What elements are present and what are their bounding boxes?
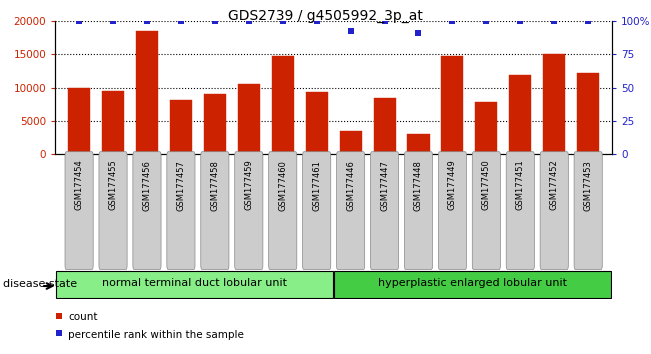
Bar <box>170 100 192 154</box>
Bar <box>271 56 294 154</box>
Point <box>346 28 356 33</box>
Bar <box>204 93 226 154</box>
Bar <box>374 98 396 154</box>
Point <box>413 30 424 36</box>
Bar <box>305 92 327 154</box>
Text: GSM177458: GSM177458 <box>210 160 219 211</box>
Bar <box>543 54 565 154</box>
FancyBboxPatch shape <box>574 152 602 269</box>
FancyBboxPatch shape <box>540 152 568 269</box>
FancyBboxPatch shape <box>472 152 501 269</box>
Bar <box>509 75 531 154</box>
FancyBboxPatch shape <box>404 152 432 269</box>
FancyBboxPatch shape <box>337 152 365 269</box>
Text: GSM177450: GSM177450 <box>482 160 491 210</box>
Text: GSM177454: GSM177454 <box>75 160 83 210</box>
Text: hyperplastic enlarged lobular unit: hyperplastic enlarged lobular unit <box>378 279 567 289</box>
Text: GSM177447: GSM177447 <box>380 160 389 211</box>
Text: GSM177452: GSM177452 <box>549 160 559 210</box>
Point <box>277 18 288 24</box>
FancyBboxPatch shape <box>56 270 333 298</box>
FancyBboxPatch shape <box>334 270 611 298</box>
Text: GSM177456: GSM177456 <box>143 160 152 211</box>
Point <box>583 18 594 24</box>
Text: GSM177460: GSM177460 <box>278 160 287 211</box>
Text: normal terminal duct lobular unit: normal terminal duct lobular unit <box>102 279 287 289</box>
Point <box>549 18 559 24</box>
FancyBboxPatch shape <box>201 152 229 269</box>
Point <box>74 18 84 24</box>
FancyBboxPatch shape <box>167 152 195 269</box>
Point <box>53 313 64 319</box>
Point <box>108 18 118 24</box>
Text: GDS2739 / g4505992_3p_at: GDS2739 / g4505992_3p_at <box>228 9 423 23</box>
Text: GSM177451: GSM177451 <box>516 160 525 210</box>
Bar <box>102 91 124 154</box>
Text: GSM177448: GSM177448 <box>414 160 423 211</box>
FancyBboxPatch shape <box>269 152 297 269</box>
Point <box>210 18 220 24</box>
FancyBboxPatch shape <box>438 152 467 269</box>
Point <box>176 18 186 24</box>
Text: GSM177461: GSM177461 <box>312 160 321 211</box>
Text: count: count <box>68 312 98 322</box>
Point <box>380 18 390 24</box>
FancyBboxPatch shape <box>303 152 331 269</box>
FancyBboxPatch shape <box>370 152 398 269</box>
Bar <box>136 30 158 154</box>
Bar <box>577 73 599 154</box>
Bar <box>68 88 90 154</box>
Point <box>53 331 64 336</box>
Text: disease state: disease state <box>3 279 77 289</box>
Text: GSM177459: GSM177459 <box>244 160 253 210</box>
FancyBboxPatch shape <box>235 152 263 269</box>
Bar <box>340 131 362 154</box>
FancyBboxPatch shape <box>99 152 127 269</box>
Point <box>142 18 152 24</box>
Text: GSM177453: GSM177453 <box>584 160 592 211</box>
Bar <box>475 102 497 154</box>
Bar <box>408 134 430 154</box>
Bar <box>441 56 464 154</box>
Text: GSM177457: GSM177457 <box>176 160 186 211</box>
Bar <box>238 84 260 154</box>
Point <box>481 18 492 24</box>
Text: GSM177446: GSM177446 <box>346 160 355 211</box>
Point <box>243 18 254 24</box>
Text: GSM177449: GSM177449 <box>448 160 457 210</box>
Point <box>311 18 322 24</box>
Point <box>447 18 458 24</box>
FancyBboxPatch shape <box>506 152 534 269</box>
Text: percentile rank within the sample: percentile rank within the sample <box>68 330 244 339</box>
Point <box>515 18 525 24</box>
FancyBboxPatch shape <box>65 152 93 269</box>
FancyBboxPatch shape <box>133 152 161 269</box>
Text: GSM177455: GSM177455 <box>109 160 118 210</box>
